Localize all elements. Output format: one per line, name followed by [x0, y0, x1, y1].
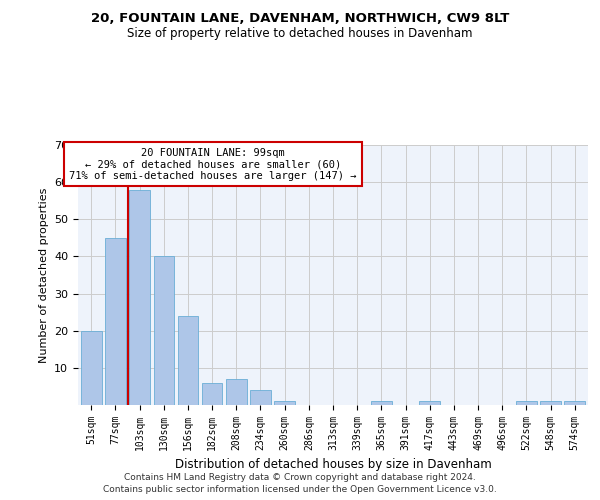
Text: Size of property relative to detached houses in Davenham: Size of property relative to detached ho…	[127, 28, 473, 40]
Bar	[565, 402, 585, 405]
Bar	[105, 238, 126, 405]
Bar	[516, 402, 536, 405]
Bar	[202, 382, 223, 405]
Bar	[226, 379, 247, 405]
X-axis label: Distribution of detached houses by size in Davenham: Distribution of detached houses by size …	[175, 458, 491, 471]
Bar	[178, 316, 198, 405]
Bar	[274, 402, 295, 405]
Bar	[371, 402, 392, 405]
Bar	[250, 390, 271, 405]
Bar	[130, 190, 150, 405]
Text: 20, FOUNTAIN LANE, DAVENHAM, NORTHWICH, CW9 8LT: 20, FOUNTAIN LANE, DAVENHAM, NORTHWICH, …	[91, 12, 509, 26]
Text: Contains HM Land Registry data © Crown copyright and database right 2024.: Contains HM Land Registry data © Crown c…	[124, 473, 476, 482]
Text: 20 FOUNTAIN LANE: 99sqm
← 29% of detached houses are smaller (60)
71% of semi-de: 20 FOUNTAIN LANE: 99sqm ← 29% of detache…	[70, 148, 357, 181]
Text: Contains public sector information licensed under the Open Government Licence v3: Contains public sector information licen…	[103, 486, 497, 494]
Bar	[81, 330, 101, 405]
Bar	[154, 256, 174, 405]
Bar	[419, 402, 440, 405]
Y-axis label: Number of detached properties: Number of detached properties	[38, 188, 49, 362]
Bar	[540, 402, 561, 405]
